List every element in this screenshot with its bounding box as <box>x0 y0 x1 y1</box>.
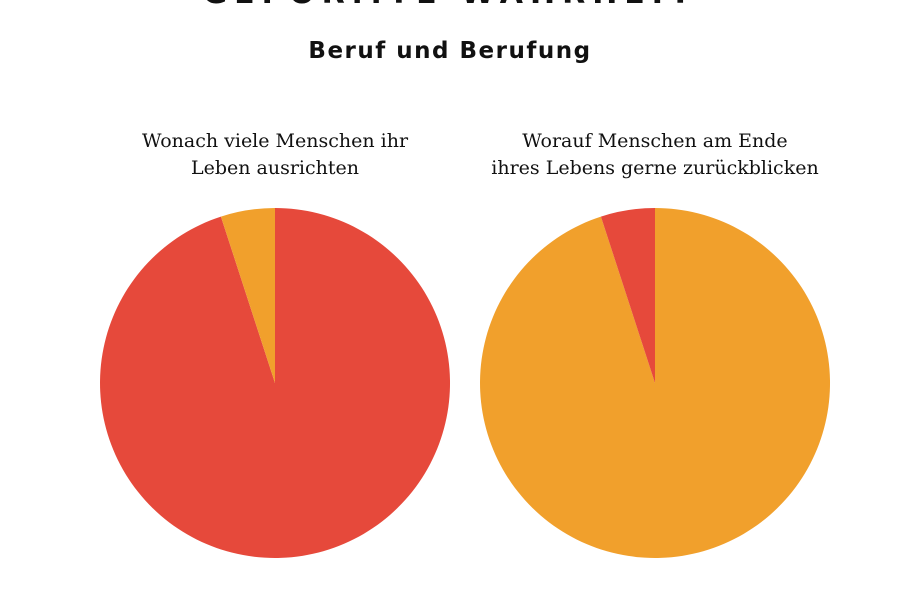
pie-chart-panel-right: Worauf Menschen am Ende ihres Lebens ger… <box>465 128 845 588</box>
pie-chart-title-right: Worauf Menschen am Ende ihres Lebens ger… <box>465 128 845 182</box>
pie-chart-title-line: ihres Lebens gerne zurückblicken <box>491 157 819 179</box>
pie-chart-left <box>100 208 451 558</box>
pie-chart-title-line: Wonach viele Menschen ihr <box>141 130 409 152</box>
pie-chart-title-line: Worauf Menschen am Ende <box>522 130 788 152</box>
pie-chart-title-left: Wonach viele Menschen ihr Leben ausricht… <box>85 128 465 182</box>
pie-slice-small <box>220 208 275 383</box>
pie-slice-small <box>600 208 655 383</box>
page-subtitle: Beruf und Berufung <box>308 38 592 64</box>
pie-slice-large <box>480 208 831 558</box>
pie-chart-right <box>480 208 831 558</box>
cropped-heading: GEFORMTE WAHRHEIT <box>0 0 900 11</box>
pie-chart-panel-left: Wonach viele Menschen ihr Leben ausricht… <box>85 128 465 588</box>
pie-slice-large <box>100 208 451 558</box>
pie-chart-title-line: Leben ausrichten <box>190 157 359 179</box>
